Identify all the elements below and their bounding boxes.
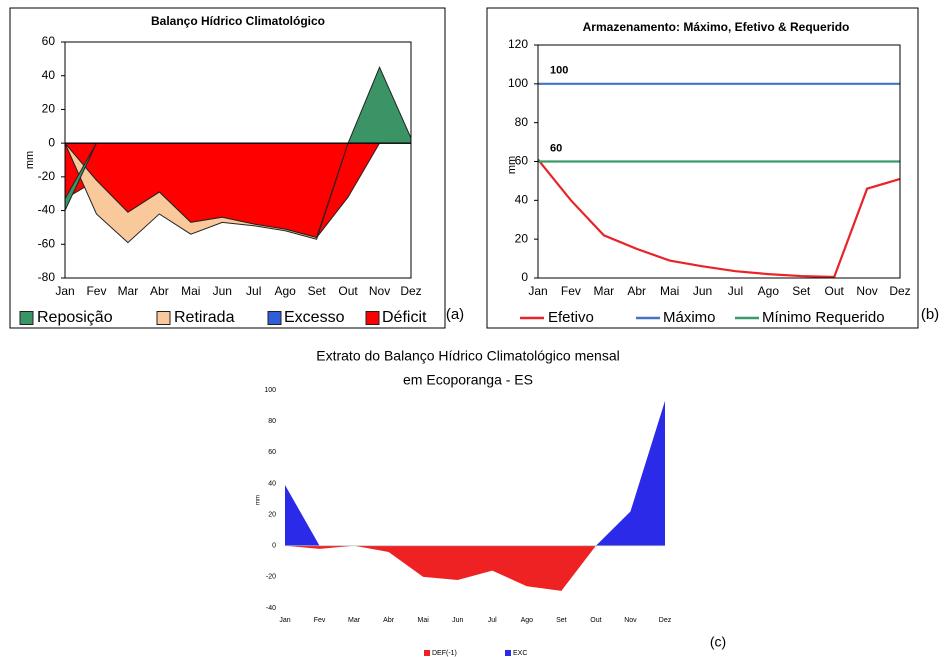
x-tick-label: Fev	[561, 284, 581, 298]
x-tick-label: Mar	[118, 284, 139, 298]
y-tick-label: -40	[266, 605, 276, 612]
legend-swatch	[267, 311, 282, 325]
panel-frame	[486, 7, 919, 329]
x-tick-label: Dez	[659, 617, 672, 624]
x-tick-label: Mar	[348, 617, 361, 624]
legend-swatch	[365, 311, 380, 325]
y-tick-label: 80	[515, 115, 529, 129]
y-tick-label: 40	[515, 193, 529, 207]
x-tick-label: Abr	[383, 617, 395, 624]
panel-label: (c)	[710, 634, 726, 650]
legend-label: Retirada	[174, 309, 235, 326]
x-tick-label: Set	[556, 617, 567, 624]
x-tick-label: Mar	[593, 284, 614, 298]
y-tick-label: 40	[268, 480, 276, 487]
panel-label: (b)	[921, 306, 939, 323]
legend-label: Déficit	[382, 309, 427, 326]
legend-swatch	[424, 650, 430, 656]
x-tick-label: Abr	[627, 284, 646, 298]
y-tick-label: 100	[508, 76, 528, 90]
y-tick-label: 0	[48, 135, 55, 149]
y-tick-label: -80	[38, 270, 56, 284]
legend-swatch	[156, 311, 171, 325]
plot-frame	[64, 41, 412, 279]
legend-label: Efetivo	[548, 309, 594, 326]
x-tick-label: Jun	[213, 284, 232, 298]
line	[537, 158, 901, 279]
legend-swatch	[505, 650, 511, 656]
y-tick-label: 100	[264, 387, 276, 394]
x-tick-label: Jul	[488, 617, 497, 624]
x-tick-label: Mai	[660, 284, 679, 298]
x-tick-label: Ago	[275, 284, 297, 298]
x-tick-label: Jan	[528, 284, 547, 298]
x-tick-label: Dez	[889, 284, 910, 298]
x-tick-label: Set	[792, 284, 811, 298]
chart-title: em Ecoporanga - ES	[403, 372, 533, 388]
x-tick-label: Ago	[521, 617, 534, 624]
x-tick-label: Nov	[624, 617, 637, 624]
y-axis-label: mm	[506, 156, 518, 174]
x-tick-label: Jan	[279, 617, 290, 624]
legend-label: Excesso	[284, 309, 345, 326]
y-tick-label: 60	[515, 154, 529, 168]
legend-label: Reposição	[37, 309, 113, 326]
y-axis-label: mm	[256, 495, 262, 505]
x-tick-label: Nov	[856, 284, 877, 298]
x-tick-label: Jun	[693, 284, 712, 298]
legend-label: DEF(-1)	[432, 650, 457, 657]
area	[285, 400, 665, 546]
y-tick-label: 0	[521, 270, 528, 284]
x-tick-label: Mai	[418, 617, 430, 624]
x-tick-label: Fev	[86, 284, 106, 298]
x-tick-label: Jun	[452, 617, 463, 624]
x-tick-label: Out	[825, 284, 845, 298]
area	[64, 142, 411, 244]
data-label: 100	[550, 65, 568, 77]
data-label: 60	[550, 142, 562, 154]
plot-frame	[537, 44, 901, 279]
x-tick-label: Mai	[181, 284, 200, 298]
legend-label: EXC	[513, 650, 527, 657]
x-tick-label: Out	[590, 617, 601, 624]
y-tick-label: -20	[266, 574, 276, 581]
panel-label: (a)	[446, 306, 464, 323]
y-tick-label: -40	[38, 203, 56, 217]
chart-title: Extrato do Balanço Hídrico Climatológico…	[316, 348, 619, 364]
chart-title: Balanço Hídrico Climatológico	[151, 14, 325, 28]
x-tick-label: Nov	[369, 284, 390, 298]
y-tick-label: 20	[515, 231, 529, 245]
legend-swatch	[19, 311, 34, 325]
x-tick-label: Jul	[728, 284, 743, 298]
y-tick-label: 20	[268, 511, 276, 518]
legend-label: Mínimo Requerido	[762, 309, 885, 326]
x-tick-label: Out	[338, 284, 358, 298]
y-tick-label: 60	[268, 449, 276, 456]
y-tick-label: 40	[42, 68, 56, 82]
x-tick-label: Abr	[150, 284, 169, 298]
y-axis-label: mm	[24, 151, 36, 169]
y-tick-label: -60	[38, 236, 56, 250]
x-tick-label: Ago	[758, 284, 780, 298]
y-tick-label: -20	[38, 169, 56, 183]
legend-label: Máximo	[663, 309, 716, 326]
y-tick-label: 60	[42, 34, 56, 48]
y-tick-label: 80	[268, 418, 276, 425]
y-tick-label: 0	[272, 543, 276, 550]
x-tick-label: Fev	[314, 617, 326, 624]
chart-title: Armazenamento: Máximo, Efetivo & Requeri…	[583, 20, 850, 34]
y-tick-label: 20	[42, 102, 56, 116]
x-tick-label: Dez	[400, 284, 421, 298]
x-tick-label: Jan	[55, 284, 74, 298]
x-tick-label: Set	[308, 284, 327, 298]
y-tick-label: 120	[508, 37, 528, 51]
x-tick-label: Jul	[246, 284, 261, 298]
area	[285, 545, 665, 591]
